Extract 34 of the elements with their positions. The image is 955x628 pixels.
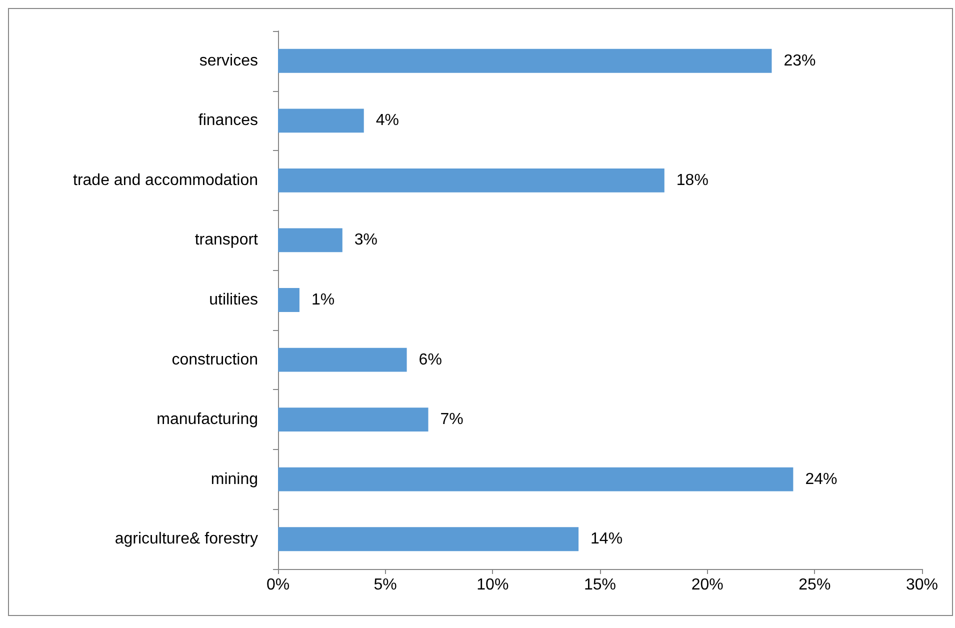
data-label: 6%: [418, 351, 442, 368]
data-label: 1%: [311, 292, 335, 308]
bar: [278, 288, 300, 312]
bar: [278, 348, 407, 372]
bar: [278, 168, 664, 192]
x-tick-label: 0%: [266, 576, 290, 594]
y-tick-label: construction: [172, 351, 258, 368]
bar: [278, 48, 772, 73]
data-label: 24%: [805, 470, 838, 488]
y-tick-label: utilities: [209, 292, 258, 308]
x-tick-label: 5%: [374, 576, 397, 594]
y-tick-label: agriculture& forestry: [114, 530, 258, 548]
x-tick-label: 10%: [476, 576, 509, 594]
bar: [278, 467, 794, 492]
data-label: 4%: [376, 112, 399, 130]
x-tick-label: 15%: [584, 576, 616, 594]
data-label: 14%: [590, 530, 623, 548]
data-label: 23%: [784, 52, 816, 70]
x-tick-label: 25%: [798, 576, 831, 594]
x-tick-label: 30%: [906, 576, 938, 594]
bar: [278, 408, 428, 432]
y-tick-label: trade and accommodation: [73, 172, 258, 189]
y-tick-label: finances: [198, 112, 258, 130]
y-tick-label: manufacturing: [156, 411, 258, 428]
x-tick-label: 20%: [691, 576, 724, 594]
data-label: 7%: [440, 411, 464, 428]
y-tick-label: transport: [194, 232, 259, 249]
y-tick-label: services: [199, 52, 258, 70]
bar: [278, 527, 579, 552]
data-label: 18%: [676, 172, 708, 189]
data-label: 3%: [354, 232, 378, 249]
y-tick-label: mining: [210, 470, 258, 488]
bar: [278, 228, 342, 252]
bar: [278, 108, 364, 133]
